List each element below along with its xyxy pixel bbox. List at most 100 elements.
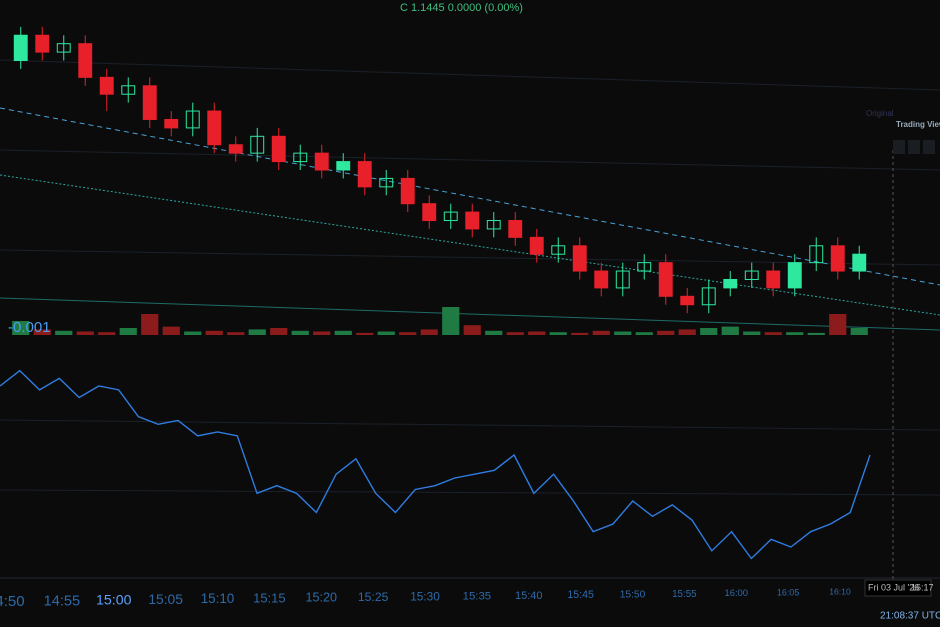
volume-bar <box>119 328 137 335</box>
candle-body <box>744 270 759 280</box>
time-tick-label: 16:00 <box>725 587 748 598</box>
candle-body <box>56 43 71 53</box>
volume-bar <box>614 331 632 335</box>
volume-bar <box>184 331 202 335</box>
grid-line <box>0 419 940 431</box>
candle-body <box>465 211 480 230</box>
time-tick-label: 14:55 <box>44 593 81 609</box>
time-tick-label: 15:25 <box>358 590 389 604</box>
time-tick-label: 15:50 <box>620 589 646 600</box>
volume-bar <box>420 329 438 335</box>
grid-line <box>0 489 940 496</box>
candle-body <box>357 161 372 188</box>
volume-bar <box>356 332 374 335</box>
candle-body <box>164 118 179 129</box>
ohlc-header: C 1.1445 0.0000 (0.00%) <box>400 2 523 14</box>
volume-bar <box>227 332 245 335</box>
grid <box>0 59 940 579</box>
time-tick-label: 15:35 <box>463 591 492 603</box>
cursor-date: Fri 03 Jul '26 <box>868 582 919 592</box>
volume-bar <box>248 329 266 335</box>
price-line <box>0 297 940 331</box>
volume-bar <box>12 321 30 335</box>
candle-body <box>680 295 695 306</box>
panel-title: Trading View <box>896 120 940 129</box>
candle-body <box>508 220 523 238</box>
oscillator-line <box>0 369 871 560</box>
volume-bar <box>205 330 223 335</box>
volume-bar <box>334 330 352 335</box>
candle-body <box>486 220 501 230</box>
candle-body <box>314 152 329 171</box>
panel-button[interactable] <box>923 140 935 154</box>
volume-bar <box>764 332 782 335</box>
candle-body <box>35 34 50 53</box>
volume-bar <box>33 329 51 335</box>
side-panel: Original Trading View <box>866 109 940 154</box>
candle-body <box>572 245 587 272</box>
volume-bar <box>463 325 481 335</box>
volume-bar <box>571 332 589 335</box>
time-tick-label: 4:50 <box>0 593 25 610</box>
clock: 21:08:37 UTC+2 <box>880 611 940 622</box>
candle-body <box>766 270 781 289</box>
volume-bar <box>442 307 460 335</box>
volume-bar <box>98 332 116 335</box>
volume-bar <box>678 329 696 335</box>
time-tick-label: 15:40 <box>515 590 543 602</box>
candle-body <box>594 270 609 289</box>
volume-bar <box>141 314 159 335</box>
candle-body <box>142 85 157 120</box>
candle-body <box>658 262 673 297</box>
candle-body <box>121 85 136 95</box>
candle-body <box>293 152 308 163</box>
time-tick-label: 15:20 <box>305 591 337 605</box>
panel-button[interactable] <box>908 140 920 154</box>
candle-body <box>78 43 93 78</box>
candle-body <box>787 262 802 289</box>
grid-line <box>0 59 940 91</box>
time-tick-label: 15:10 <box>201 591 235 606</box>
candle-body <box>701 287 716 306</box>
time-tick-label: 15:55 <box>672 589 697 600</box>
volume-bar <box>399 332 417 335</box>
candle-body <box>99 76 114 95</box>
volume-bar <box>829 314 847 335</box>
candle-body <box>228 144 243 154</box>
candle-body <box>443 211 458 222</box>
time-tick-label: 15:45 <box>567 589 594 601</box>
time-tick-label: 16:05 <box>777 587 800 597</box>
candle-body <box>723 278 738 289</box>
volume-bar <box>657 330 675 335</box>
volume-bar <box>485 330 503 335</box>
candle-body <box>615 270 630 289</box>
volume-bar <box>55 330 73 335</box>
panel-button[interactable] <box>893 140 905 154</box>
volume-bar <box>291 330 309 335</box>
candle-body <box>809 245 824 264</box>
time-tick-label: 15:15 <box>253 590 286 605</box>
volume-bar <box>721 326 739 335</box>
volume-bar <box>592 330 610 335</box>
volume-bar <box>528 331 546 335</box>
volume-bar <box>807 332 825 335</box>
volume-bar <box>549 332 567 335</box>
candle-body <box>422 203 437 222</box>
volume-bar <box>162 326 180 335</box>
volume-bar <box>377 331 395 335</box>
volume-bar <box>506 332 524 335</box>
candle-body <box>379 177 394 188</box>
candle-body <box>336 161 351 171</box>
volume-bar <box>786 332 804 335</box>
candle-body <box>207 110 222 146</box>
panel-sub: Original <box>866 109 894 118</box>
time-tick-label: 16:10 <box>829 587 851 597</box>
candle-body <box>852 253 867 272</box>
time-tick-label: 15:30 <box>410 589 440 603</box>
candle-body <box>271 135 286 163</box>
grid-line <box>0 149 940 171</box>
volume-bar <box>635 332 653 335</box>
dashed-level <box>0 107 940 286</box>
volume-bar <box>743 331 761 335</box>
